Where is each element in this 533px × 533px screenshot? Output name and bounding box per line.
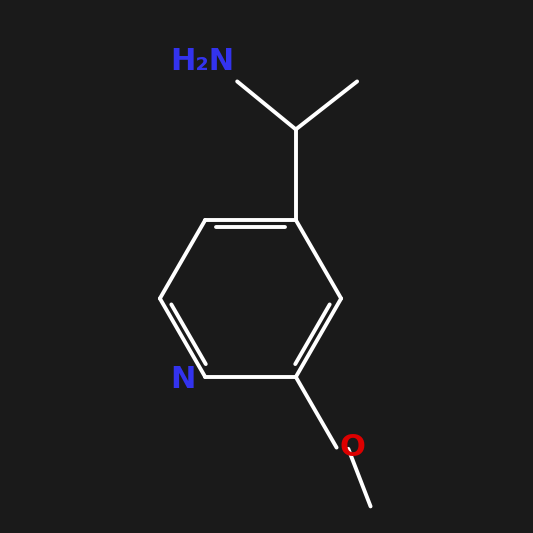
Text: O: O (339, 433, 365, 462)
Text: N: N (170, 365, 196, 394)
Text: H₂N: H₂N (171, 47, 235, 76)
